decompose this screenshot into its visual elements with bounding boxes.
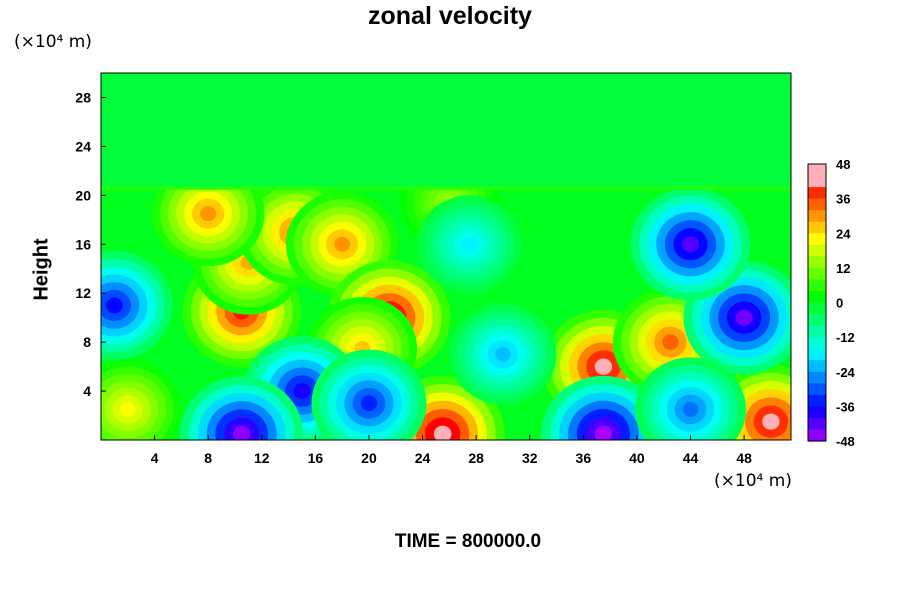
velocity-feature	[630, 188, 751, 301]
colorbar-segment	[808, 267, 826, 281]
velocity-feature	[101, 251, 173, 360]
velocity-feature	[311, 349, 427, 440]
y-tick-label: 4	[83, 383, 91, 399]
colorbar-segment	[808, 371, 826, 384]
colorbar-segment	[808, 210, 826, 223]
colorbar-segment	[808, 198, 826, 211]
x-tick-label: 48	[736, 450, 752, 466]
colorbar-segment	[808, 417, 826, 431]
colorbar-tick-label: 12	[836, 261, 850, 276]
colorbar-segment	[808, 325, 826, 338]
y-unit-label: (×10⁴ m)	[14, 32, 92, 52]
colorbar-segment	[808, 244, 826, 257]
colorbar-tick-label: 0	[836, 296, 843, 311]
colorbar-segment	[808, 348, 826, 361]
plot-area	[101, 73, 791, 440]
colorbar-segment	[808, 429, 826, 442]
chart-title: zonal velocity	[368, 2, 532, 30]
colorbar-tick-label: -12	[836, 330, 855, 345]
colorbar-segment	[808, 360, 826, 373]
time-footer: TIME = 800000.0	[394, 531, 542, 552]
colorbar-segment	[808, 290, 826, 304]
colorbar-segment	[808, 279, 826, 292]
velocity-feature	[541, 375, 666, 440]
x-tick-label: 16	[308, 450, 324, 466]
x-tick-label: 36	[576, 450, 592, 466]
x-unit-label: (×10⁴ m)	[714, 471, 792, 491]
velocity-feature	[449, 304, 557, 405]
colorbar-tick-label: -48	[836, 434, 855, 449]
colorbar-segment	[808, 164, 826, 177]
plot-frame	[100, 72, 792, 441]
x-tick-label: 40	[629, 450, 645, 466]
colorbar: 48 36 24 12 0 -12 -24 -36 -48	[807, 157, 856, 449]
y-tick-label: 16	[75, 236, 91, 252]
colorbar-tick-label: 48	[836, 157, 850, 172]
colorbar-segment	[808, 187, 826, 200]
colorbar-segment	[808, 314, 826, 327]
velocity-feature	[417, 195, 522, 294]
x-tick-label: 20	[361, 450, 377, 466]
colorbar-segment	[808, 406, 826, 419]
colorbar-frame	[807, 163, 827, 442]
x-tick-label: 28	[468, 450, 484, 466]
y-tick-label: 12	[75, 285, 91, 301]
colorbar-segment	[808, 175, 826, 188]
colorbar-tick-label: 36	[836, 192, 850, 207]
colorbar-segment	[808, 383, 826, 396]
x-tick-label: 44	[683, 450, 699, 466]
velocity-feature	[101, 359, 182, 440]
velocity-feature	[180, 376, 304, 440]
x-tick-label: 4	[151, 450, 159, 466]
y-tick-label: 20	[75, 187, 91, 203]
y-tick-label: 8	[83, 334, 91, 350]
colorbar-tick-label: -24	[836, 365, 856, 380]
y-tick-label: 28	[75, 89, 91, 105]
colorbar-segment	[808, 302, 826, 315]
colorbar-segment	[808, 256, 826, 269]
colorbar-segment	[808, 337, 826, 350]
colorbar-segment	[808, 233, 826, 246]
x-tick-label: 32	[522, 450, 538, 466]
x-tick-label: 8	[204, 450, 212, 466]
colorbar-segment	[808, 221, 826, 234]
colorbar-segment	[808, 394, 826, 407]
x-tick-label: 12	[254, 450, 270, 466]
x-tick-label: 24	[415, 450, 431, 466]
upper-layer	[101, 73, 791, 190]
y-tick-label: 24	[75, 138, 91, 154]
colorbar-tick-label: 24	[836, 226, 851, 241]
colorbar-tick-label: -36	[836, 399, 855, 414]
velocity-feature	[635, 357, 746, 440]
